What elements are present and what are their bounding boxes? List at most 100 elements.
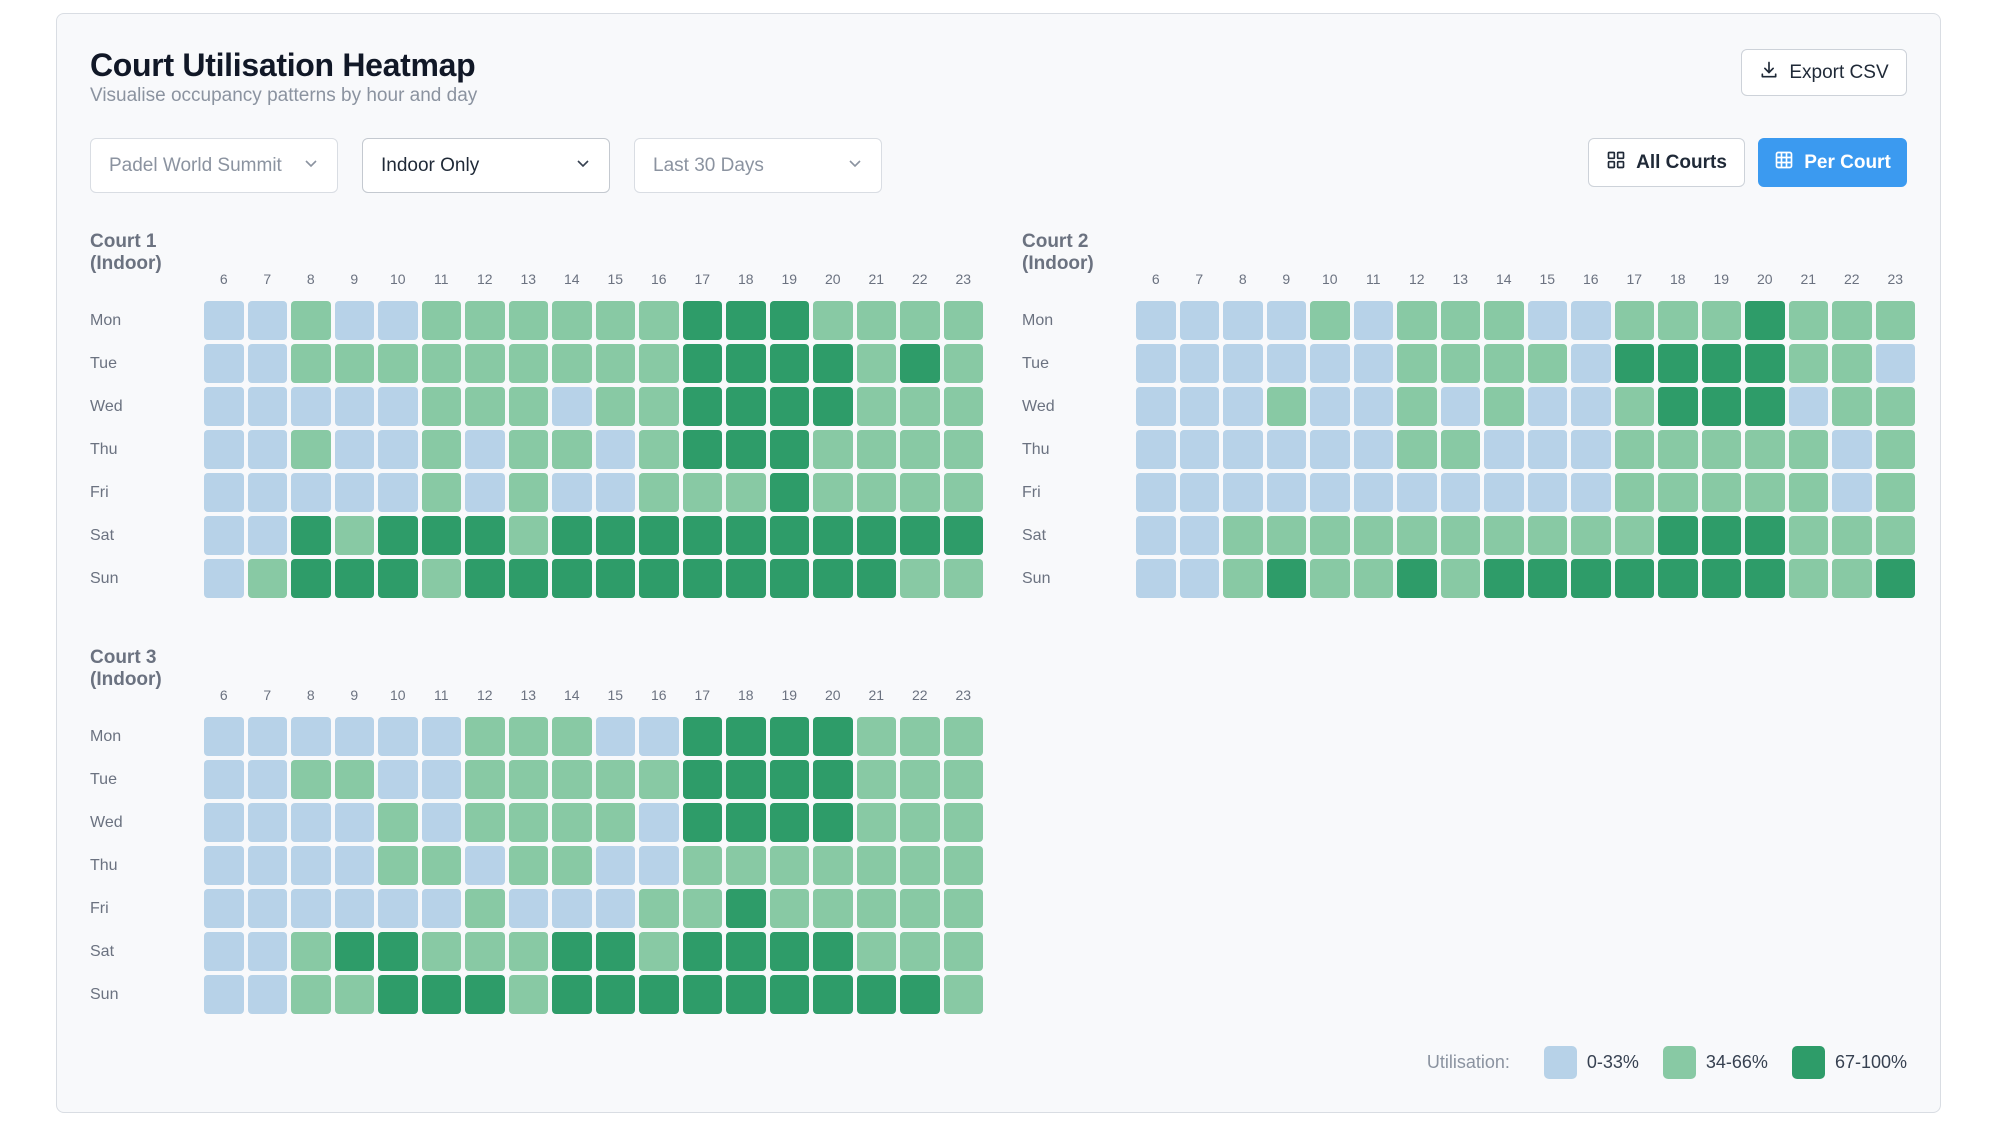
heatmap-cell[interactable] [856,846,896,885]
heatmap-cell[interactable] [552,932,592,971]
heatmap-cell[interactable] [943,344,983,383]
heatmap-cell[interactable] [900,516,940,555]
heatmap-cell[interactable] [1266,559,1306,598]
heatmap-cell[interactable] [682,559,722,598]
heatmap-cell[interactable] [1875,473,1915,512]
heatmap-cell[interactable] [595,803,635,842]
heatmap-cell[interactable] [334,846,374,885]
heatmap-cell[interactable] [247,846,287,885]
heatmap-cell[interactable] [769,717,809,756]
heatmap-cell[interactable] [204,932,244,971]
heatmap-cell[interactable] [1266,301,1306,340]
heatmap-cell[interactable] [1223,516,1263,555]
heatmap-cell[interactable] [1179,344,1219,383]
heatmap-cell[interactable] [1658,301,1698,340]
heatmap-cell[interactable] [682,889,722,928]
heatmap-cell[interactable] [1658,516,1698,555]
heatmap-cell[interactable] [1353,473,1393,512]
heatmap-cell[interactable] [943,559,983,598]
heatmap-cell[interactable] [508,760,548,799]
heatmap-cell[interactable] [378,559,418,598]
heatmap-cell[interactable] [1832,387,1872,426]
heatmap-cell[interactable] [1788,516,1828,555]
heatmap-cell[interactable] [1310,516,1350,555]
heatmap-cell[interactable] [682,932,722,971]
heatmap-cell[interactable] [1571,473,1611,512]
heatmap-cell[interactable] [334,430,374,469]
heatmap-cell[interactable] [856,301,896,340]
heatmap-cell[interactable] [1484,387,1524,426]
heatmap-cell[interactable] [334,760,374,799]
heatmap-cell[interactable] [1875,344,1915,383]
heatmap-cell[interactable] [1701,387,1741,426]
heatmap-cell[interactable] [421,344,461,383]
heatmap-cell[interactable] [421,301,461,340]
heatmap-cell[interactable] [465,301,505,340]
heatmap-cell[interactable] [1701,516,1741,555]
heatmap-cell[interactable] [639,430,679,469]
heatmap-cell[interactable] [639,344,679,383]
heatmap-cell[interactable] [247,760,287,799]
heatmap-cell[interactable] [900,473,940,512]
heatmap-cell[interactable] [856,559,896,598]
heatmap-cell[interactable] [726,932,766,971]
heatmap-cell[interactable] [1745,559,1785,598]
heatmap-cell[interactable] [769,344,809,383]
heatmap-cell[interactable] [682,975,722,1014]
heatmap-cell[interactable] [595,387,635,426]
heatmap-cell[interactable] [943,473,983,512]
heatmap-cell[interactable] [639,516,679,555]
heatmap-cell[interactable] [769,889,809,928]
heatmap-cell[interactable] [291,889,331,928]
heatmap-cell[interactable] [291,559,331,598]
heatmap-cell[interactable] [900,803,940,842]
heatmap-cell[interactable] [639,803,679,842]
heatmap-cell[interactable] [508,387,548,426]
heatmap-cell[interactable] [813,516,853,555]
heatmap-cell[interactable] [465,387,505,426]
heatmap-cell[interactable] [682,387,722,426]
heatmap-cell[interactable] [900,975,940,1014]
heatmap-cell[interactable] [769,975,809,1014]
heatmap-cell[interactable] [291,473,331,512]
heatmap-cell[interactable] [1310,301,1350,340]
heatmap-cell[interactable] [378,473,418,512]
heatmap-cell[interactable] [552,846,592,885]
heatmap-cell[interactable] [247,301,287,340]
heatmap-cell[interactable] [1397,344,1437,383]
heatmap-cell[interactable] [204,430,244,469]
heatmap-cell[interactable] [291,301,331,340]
heatmap-cell[interactable] [595,516,635,555]
heatmap-cell[interactable] [1440,473,1480,512]
heatmap-cell[interactable] [291,344,331,383]
heatmap-cell[interactable] [856,717,896,756]
heatmap-cell[interactable] [595,559,635,598]
heatmap-cell[interactable] [334,889,374,928]
heatmap-cell[interactable] [1788,387,1828,426]
heatmap-cell[interactable] [378,975,418,1014]
heatmap-cell[interactable] [421,846,461,885]
heatmap-cell[interactable] [247,516,287,555]
heatmap-cell[interactable] [1527,559,1567,598]
heatmap-cell[interactable] [1440,516,1480,555]
heatmap-cell[interactable] [639,932,679,971]
heatmap-cell[interactable] [378,301,418,340]
heatmap-cell[interactable] [1440,559,1480,598]
heatmap-cell[interactable] [204,387,244,426]
heatmap-cell[interactable] [1658,387,1698,426]
heatmap-cell[interactable] [378,717,418,756]
heatmap-cell[interactable] [1136,430,1176,469]
heatmap-cell[interactable] [1136,301,1176,340]
heatmap-cell[interactable] [639,717,679,756]
heatmap-cell[interactable] [1397,387,1437,426]
heatmap-cell[interactable] [726,559,766,598]
heatmap-cell[interactable] [682,516,722,555]
export-csv-button[interactable]: Export CSV [1741,49,1907,96]
heatmap-cell[interactable] [247,932,287,971]
heatmap-cell[interactable] [508,344,548,383]
heatmap-cell[interactable] [900,717,940,756]
heatmap-cell[interactable] [769,932,809,971]
heatmap-cell[interactable] [1658,559,1698,598]
heatmap-cell[interactable] [769,430,809,469]
venue-select[interactable]: Indoor Only [362,138,610,193]
